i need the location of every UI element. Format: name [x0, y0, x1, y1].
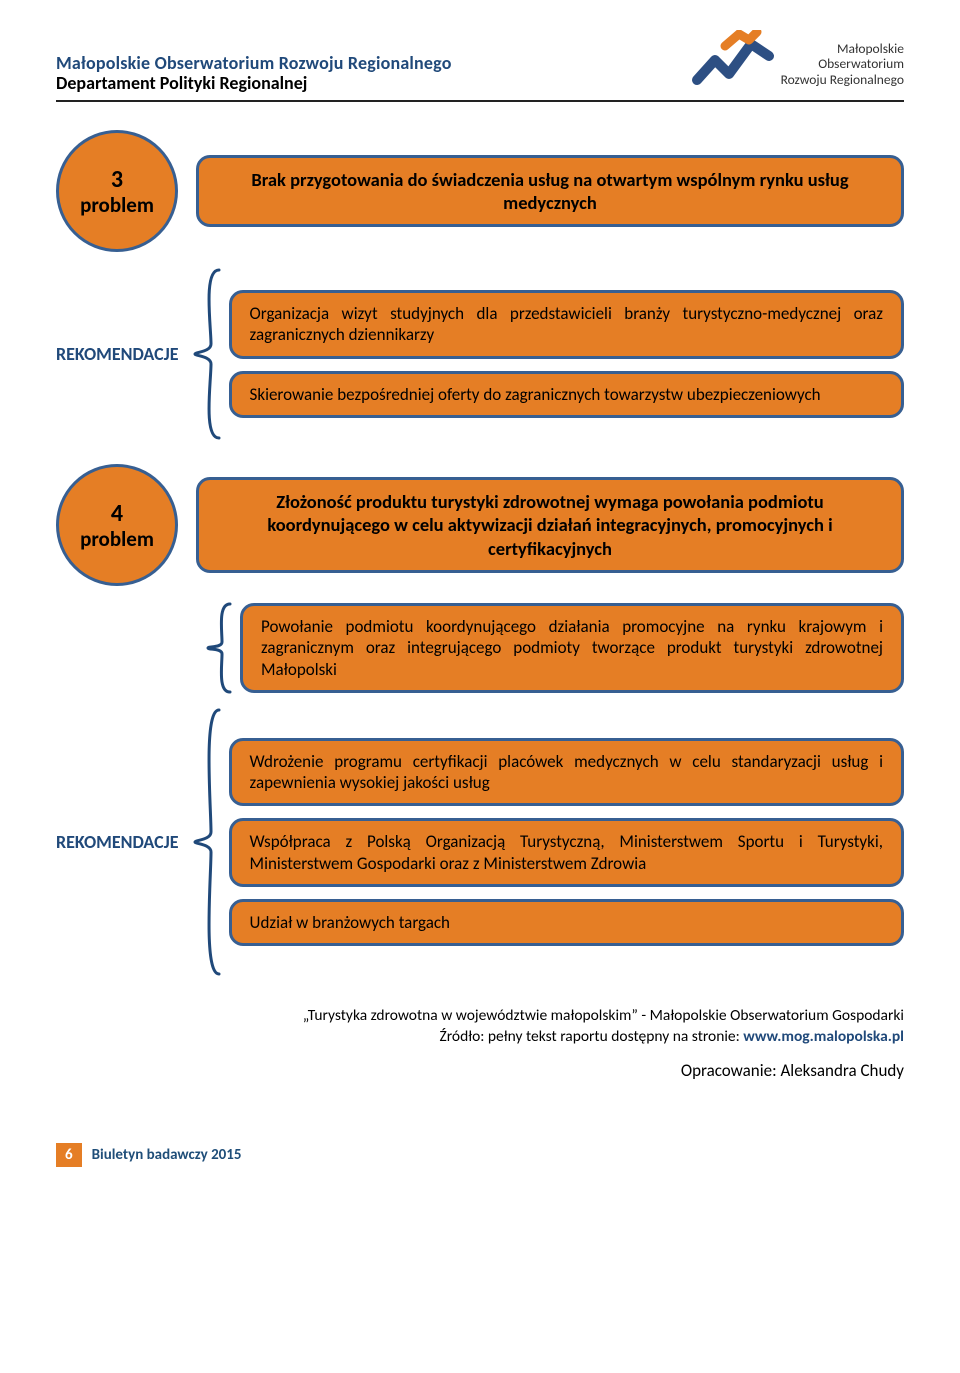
logo-text-l1: Małopolskie	[781, 41, 904, 57]
logo-text: Małopolskie Obserwatorium Rozwoju Region…	[781, 35, 904, 88]
source-link: www.mog.malopolska.pl	[743, 1027, 904, 1046]
org-line1: Małopolskie Obserwatorium Rozwoju Region…	[56, 52, 452, 74]
doc-title: Biuletyn badawczy 2015	[92, 1146, 242, 1164]
circle-num: 3	[111, 165, 123, 194]
rek-stack-4: Wdrożenie programu certyfikacji placówek…	[229, 738, 904, 946]
problem-row-4: 4 problem Złożoność produktu turystyki z…	[56, 464, 904, 586]
circle-num: 4	[111, 499, 123, 528]
circle-word: problem	[80, 526, 154, 552]
problem-circle-4: 4 problem	[56, 464, 178, 586]
rek-item: Wdrożenie programu certyfikacji placówek…	[229, 738, 904, 807]
source-prefix: Źródło: pełny tekst raportu dostępny na …	[440, 1027, 744, 1046]
rek-item: Skierowanie bezpośredniej oferty do zagr…	[229, 371, 904, 418]
rek-stack-3: Organizacja wizyt studyjnych dla przedst…	[229, 290, 904, 418]
logo: Małopolskie Obserwatorium Rozwoju Region…	[691, 30, 904, 92]
logo-text-l2: Obserwatorium	[781, 56, 904, 72]
brace-icon	[185, 266, 229, 442]
problem-title-3: Brak przygotowania do świadczenia usług …	[196, 155, 904, 227]
logo-mark-icon	[691, 30, 775, 92]
brace-top-icon	[196, 600, 240, 696]
org-line2: Departament Polityki Regionalnej	[56, 72, 452, 94]
org-name: Małopolskie Obserwatorium Rozwoju Region…	[56, 30, 452, 94]
rekomendacje-label: REKOMENDACJE	[56, 343, 185, 365]
header-rule	[56, 100, 904, 102]
rek-item: Powołanie podmiotu koordynującego działa…	[240, 603, 904, 693]
page-header: Małopolskie Obserwatorium Rozwoju Region…	[56, 30, 904, 94]
problem-circle-3: 3 problem	[56, 130, 178, 252]
page-number: 6	[56, 1143, 82, 1167]
source-line1: „Turystyka zdrowotna w województwie mało…	[56, 1006, 904, 1027]
problem-title-4: Złożoność produktu turystyki zdrowotnej …	[196, 477, 904, 572]
rekomendacje-label: REKOMENDACJE	[56, 831, 185, 853]
logo-text-l3: Rozwoju Regionalnego	[781, 72, 904, 88]
source-line2: Źródło: pełny tekst raportu dostępny na …	[56, 1027, 904, 1048]
page-footer: 6 Biuletyn badawczy 2015	[56, 1143, 904, 1167]
rek-item: Organizacja wizyt studyjnych dla przedst…	[229, 290, 904, 359]
rekomendacje-group-4: REKOMENDACJE Wdrożenie programu certyfik…	[56, 706, 904, 978]
source-block: „Turystyka zdrowotna w województwie mało…	[56, 1006, 904, 1083]
source-author: Opracowanie: Aleksandra Chudy	[56, 1060, 904, 1083]
brace-icon	[185, 706, 229, 978]
rek-item: Współpraca z Polską Organizacją Turystyc…	[229, 818, 904, 887]
rekomendacje-group-3: REKOMENDACJE Organizacja wizyt studyjnyc…	[56, 266, 904, 442]
rek-item: Udział w branżowych targach	[229, 899, 904, 946]
circle-word: problem	[80, 192, 154, 218]
rek-top-item-4: Powołanie podmiotu koordynującego działa…	[56, 600, 904, 696]
problem-row-3: 3 problem Brak przygotowania do świadcze…	[56, 130, 904, 252]
